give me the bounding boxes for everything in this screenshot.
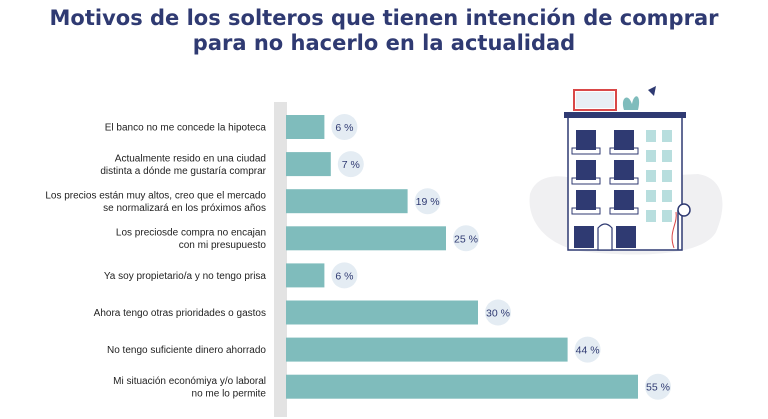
axis-band [274, 102, 287, 417]
bar-6 [286, 337, 568, 362]
bar-4 [286, 263, 325, 288]
bar-5 [286, 300, 478, 325]
category-label-3: Los preciosde compra no encajan con mi pr… [116, 228, 267, 252]
roof-sign [573, 89, 617, 111]
chart-title-line-1: Motivos de los solteros que tienen inten… [49, 6, 719, 30]
windows-right [646, 130, 672, 222]
category-label-1: Actualmente resido en una ciudad distinta… [100, 153, 266, 177]
value-label-2: 19 % [416, 196, 440, 208]
door [597, 223, 613, 251]
value-bubble-1 [337, 151, 364, 178]
bar-2 [286, 189, 408, 214]
windows-left [576, 130, 634, 210]
value-bubble-3 [453, 225, 479, 252]
bar-1 [286, 152, 331, 177]
bar-0 [286, 115, 325, 139]
value-bubble-2 [414, 188, 441, 215]
value-label-7: 55 % [646, 382, 670, 394]
value-bubble-4 [331, 262, 358, 289]
bar-7 [286, 374, 638, 399]
bars-group: 6 % El banco no me concede la hipoteca 7 %… [45, 114, 671, 400]
bar-3 [286, 226, 446, 251]
value-label-6: 44 % [576, 345, 600, 357]
value-bubble-7 [645, 373, 671, 400]
roof-plant [622, 96, 640, 110]
value-label-4: 6 % [335, 270, 353, 282]
category-label-6: No tengo suficiente dinero ahorrado [107, 345, 266, 356]
value-label-0: 6 % [335, 122, 353, 134]
value-label-1: 7 % [342, 159, 360, 171]
category-label-4: Ya soy propietario/a y no tengo prisa [104, 271, 267, 282]
value-bubble-5 [485, 299, 511, 326]
value-bubble-0 [331, 114, 358, 140]
value-label-5: 30 % [486, 308, 510, 320]
category-label-7: Mi situación económiya y/o laboral no me … [113, 376, 266, 400]
chart-title: Motivos de los solteros que tienen inten… [0, 6, 768, 56]
value-label-3: 25 % [454, 233, 478, 245]
balconies [571, 147, 639, 215]
building-illustration [529, 86, 723, 255]
category-label-0: El banco no me concede la hipoteca [105, 123, 267, 134]
chart-title-line-2: para no hacerlo en la actualidad [192, 31, 576, 55]
building-roof [564, 112, 686, 118]
category-label-2: Los precios están muy altos, creo que el… [45, 190, 266, 214]
value-bubble-6 [574, 336, 601, 363]
category-label-5: Ahora tengo otras prioridades o gastos [94, 308, 266, 319]
